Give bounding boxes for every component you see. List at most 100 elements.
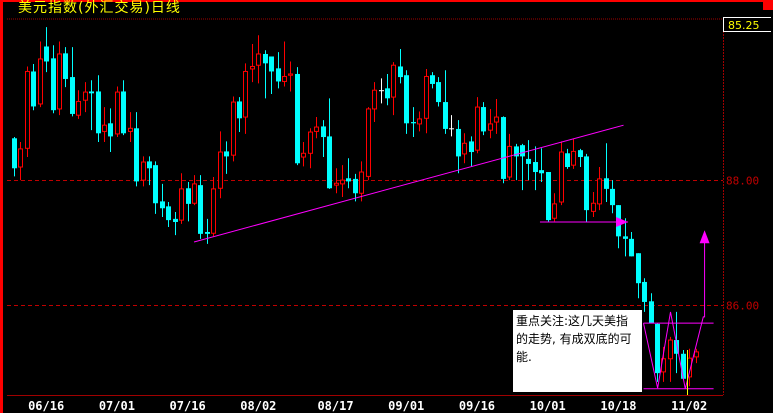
candle-body-up — [250, 65, 255, 70]
candle-body-down — [346, 178, 351, 182]
candle-body-doji — [379, 90, 384, 92]
candle-body-up — [372, 89, 377, 110]
candle-body-down — [31, 71, 36, 107]
candle-body-up — [571, 150, 576, 166]
annotation-note[interactable]: 重点关注:这几天美指的走势, 有成双底的可能. — [513, 310, 642, 392]
candle-body-down — [186, 188, 191, 204]
candle-body-down — [520, 145, 525, 157]
candle-body-up — [475, 106, 480, 151]
candle-body-down — [398, 66, 403, 78]
candle-body-down — [636, 253, 641, 284]
candle-body-down — [533, 162, 538, 173]
candle-body-down — [276, 68, 281, 82]
candle-body-up — [211, 188, 216, 234]
candle-body-down — [584, 156, 589, 211]
arrow-up-icon — [699, 230, 710, 244]
candle-body-down — [514, 146, 519, 157]
candle-body-down — [436, 82, 441, 103]
double-bottom-path — [643, 233, 706, 389]
candle-body-up — [694, 351, 699, 358]
candle-body-down — [198, 185, 203, 234]
candle-body-up — [559, 151, 564, 203]
candle-body-up — [494, 116, 499, 123]
candle-body-down — [642, 281, 647, 302]
x-tick-label: 10/01 — [530, 399, 566, 413]
candle-body-down — [160, 201, 165, 209]
x-tick-label: 09/01 — [388, 399, 424, 413]
candle-body-up — [462, 142, 467, 155]
candle-body-down — [147, 161, 152, 169]
candle-body-up — [282, 75, 287, 82]
candle-body-down — [153, 165, 158, 204]
candle-body-down — [321, 126, 326, 138]
candle-body-up — [38, 58, 43, 105]
candle-body-up — [218, 151, 223, 189]
candle-body-up — [507, 145, 512, 178]
candle-body-down — [96, 91, 101, 134]
candle-body-down — [443, 102, 448, 129]
candle-body-up — [57, 53, 62, 110]
candle-body-down — [353, 178, 358, 194]
candle-body-down — [269, 56, 274, 72]
candle-body-down — [481, 107, 486, 132]
candle-body-down — [578, 150, 583, 158]
candle-body-down — [173, 218, 178, 222]
candle-body-doji — [449, 128, 454, 130]
candle-body-down — [12, 138, 17, 169]
trend-line — [193, 124, 624, 243]
candle-body-up — [488, 123, 493, 131]
corner-marker — [763, 0, 773, 10]
x-tick-label: 10/18 — [600, 399, 636, 413]
chart-title: 美元指数(外汇交易)日线 — [18, 0, 181, 16]
candle-body-up — [243, 70, 248, 118]
y-tick-label: 86.00 — [726, 300, 759, 313]
candle-body-down — [121, 91, 126, 134]
candle-body-up — [597, 178, 602, 205]
candle-body-up — [391, 64, 396, 98]
x-tick-label: 09/16 — [459, 399, 495, 413]
candle-body-up — [179, 188, 184, 221]
arrow-right-icon — [616, 216, 629, 227]
candle-body-down — [224, 151, 229, 157]
candle-body-up — [288, 73, 293, 76]
candle-body-down — [385, 88, 390, 99]
candle-body-down — [501, 117, 506, 179]
candle-body-down — [674, 340, 679, 354]
candle-body-down — [456, 128, 461, 157]
candle-body-down — [604, 178, 609, 189]
candle-body-down — [404, 75, 409, 124]
candle-body-up — [192, 183, 197, 204]
candle-body-down — [539, 170, 544, 174]
candle-body-down — [327, 136, 332, 189]
candle-body-down — [411, 122, 416, 124]
candle-body-up — [668, 339, 673, 360]
candle-body-down — [565, 153, 570, 168]
candle-body-down — [237, 101, 242, 119]
candle-body-up — [424, 75, 429, 119]
candle-body-down — [166, 206, 171, 221]
candle-body-up — [141, 161, 146, 181]
x-tick-label: 08/02 — [240, 399, 276, 413]
candle-body-up — [102, 124, 107, 132]
candle-body-down — [63, 53, 68, 79]
candle-body-up — [340, 179, 345, 185]
candle-body-up — [301, 152, 306, 158]
candle-body-down — [51, 58, 56, 111]
candle-body-up — [417, 118, 422, 125]
x-tick-label: 11/02 — [671, 399, 707, 413]
candle-body-up — [256, 53, 261, 66]
candle-body-up — [231, 101, 236, 156]
candle-body-down — [295, 73, 300, 164]
candle-body-down — [89, 91, 94, 94]
candle-body-up — [314, 126, 319, 132]
candle-body-up — [128, 127, 133, 132]
candle-body-down — [629, 238, 634, 257]
candle-body-down — [263, 53, 268, 64]
x-tick-label: 06/16 — [28, 399, 64, 413]
candle-body-down — [70, 77, 75, 114]
candle-body-down — [205, 231, 210, 234]
top-frame-bar — [0, 0, 773, 2]
candle-body-down — [655, 323, 660, 374]
